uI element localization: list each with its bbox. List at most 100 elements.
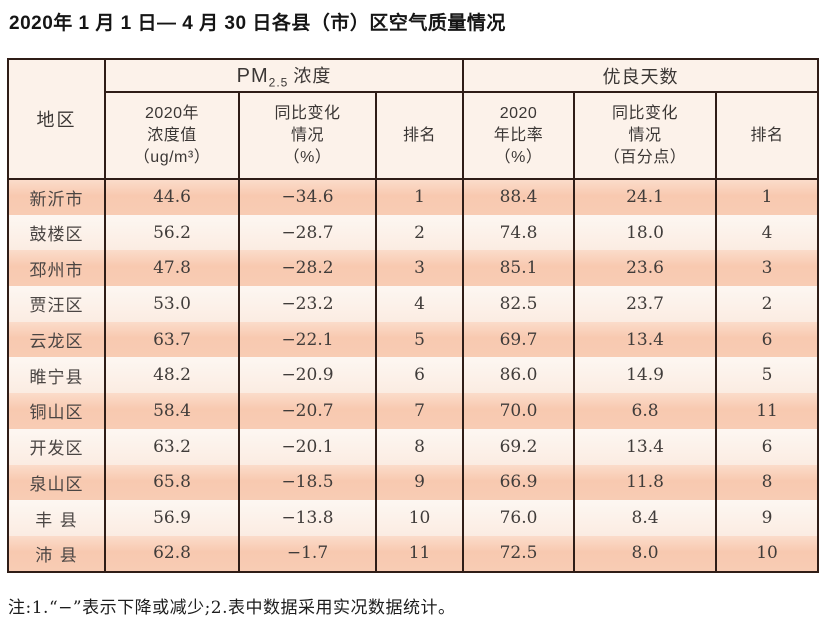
cell-good-ratio: 70.0 (462, 393, 576, 429)
cell-good-change: 24.1 (573, 179, 718, 215)
table-row: 睢宁县 48.2 −20.9 6 86.0 14.9 5 (7, 357, 820, 394)
table-row: 新沂市 44.6 −34.6 1 88.4 24.1 1 (7, 179, 820, 215)
table-row: 贾汪区 53.0 −23.2 4 82.5 23.7 2 (7, 286, 820, 322)
cell-good-rank: 1 (715, 179, 820, 215)
cell-pm-rank: 3 (374, 250, 465, 287)
cell-good-ratio: 66.9 (462, 464, 576, 501)
cell-pm-change: −20.7 (238, 393, 377, 429)
table-row: 泉山区 65.8 −18.5 9 66.9 11.8 8 (7, 464, 820, 501)
cell-good-ratio: 82.5 (462, 286, 576, 322)
cell-good-rank: 8 (715, 464, 820, 501)
cell-good-change: 18.0 (573, 214, 718, 251)
cell-good-change: 13.4 (573, 428, 718, 465)
cell-pm-value: 56.9 (104, 500, 240, 536)
cell-pm-value: 48.2 (104, 357, 240, 394)
cell-pm-change: −22.1 (238, 321, 377, 358)
cell-good-ratio: 69.7 (462, 321, 576, 358)
cell-pm-value: 65.8 (104, 464, 240, 501)
cell-good-change: 14.9 (573, 357, 718, 394)
cell-pm-value: 62.8 (104, 535, 240, 572)
table-row: 邳州市 47.8 −28.2 3 85.1 23.6 3 (7, 250, 820, 287)
cell-good-rank: 11 (715, 393, 820, 429)
cell-pm-value: 47.8 (104, 250, 240, 287)
cell-pm-value: 58.4 (104, 393, 240, 429)
cell-good-rank: 4 (715, 214, 820, 251)
cell-region: 睢宁县 (7, 357, 106, 394)
cell-good-change: 6.8 (573, 393, 718, 429)
cell-pm-change: −18.5 (238, 464, 377, 501)
cell-pm-rank: 1 (374, 179, 465, 215)
header-good-rank: 排名 (715, 92, 820, 180)
header-group-row: 地区 PM2.5 浓度 优良天数 (7, 59, 820, 180)
cell-region: 贾汪区 (7, 286, 106, 322)
cell-pm-change: −13.8 (238, 500, 377, 536)
pm25-suffix: 浓度 (293, 65, 332, 86)
cell-good-rank: 5 (715, 357, 820, 394)
cell-good-ratio: 88.4 (462, 179, 576, 215)
cell-pm-change: −23.2 (238, 286, 377, 322)
cell-region: 云龙区 (7, 321, 106, 358)
table-row: 云龙区 63.7 −22.1 5 69.7 13.4 6 (7, 321, 820, 358)
cell-good-change: 8.0 (573, 535, 718, 572)
cell-pm-change: −34.6 (238, 179, 377, 215)
cell-good-rank: 6 (715, 321, 820, 358)
cell-region: 丰 县 (7, 500, 106, 536)
air-quality-table: 地区 PM2.5 浓度 优良天数 2020年 浓度值 （ug/m³） (7, 58, 820, 573)
pm25-subscript: 2.5 (268, 75, 289, 90)
cell-pm-rank: 4 (374, 286, 465, 322)
cell-region: 泉山区 (7, 464, 106, 501)
cell-region: 开发区 (7, 428, 106, 465)
cell-good-change: 11.8 (573, 464, 718, 501)
cell-pm-rank: 7 (374, 393, 465, 429)
header-good-ratio: 2020 年比率 （%） (462, 92, 576, 180)
cell-pm-change: −20.9 (238, 357, 377, 394)
cell-good-ratio: 86.0 (462, 357, 576, 394)
cell-pm-change: −28.2 (238, 250, 377, 287)
header-sub-row: 2020年 浓度值 （ug/m³） 同比变化 情况 （%） 排名 2020 年比… (8, 92, 820, 180)
cell-pm-value: 56.2 (104, 214, 240, 251)
cell-good-rank: 10 (715, 535, 820, 572)
cell-pm-change: −1.7 (238, 535, 377, 572)
cell-pm-rank: 10 (374, 500, 465, 536)
cell-good-ratio: 72.5 (462, 535, 576, 572)
cell-good-rank: 2 (715, 286, 820, 322)
header-region-label: 地区 (36, 110, 77, 130)
cell-pm-rank: 9 (374, 464, 465, 501)
table-row: 鼓楼区 56.2 −28.7 2 74.8 18.0 4 (7, 214, 820, 251)
cell-pm-rank: 6 (374, 357, 465, 394)
cell-region: 沛 县 (7, 535, 106, 572)
cell-good-rank: 9 (715, 500, 820, 536)
cell-pm-rank: 11 (374, 535, 465, 572)
good-days-label: 优良天数 (602, 66, 679, 87)
cell-pm-change: −28.7 (238, 214, 377, 251)
cell-pm-value: 63.2 (104, 428, 240, 465)
header-pm-rank: 排名 (374, 92, 465, 180)
cell-good-change: 13.4 (573, 321, 718, 358)
cell-region: 铜山区 (7, 393, 106, 429)
pm25-prefix: PM (236, 64, 269, 87)
table-row: 丰 县 56.9 −13.8 10 76.0 8.4 9 (7, 500, 820, 536)
cell-region: 邳州市 (7, 250, 106, 287)
footnote: 注:1.“−”表示下降或减少;2.表中数据采用实况数据统计。 (8, 597, 456, 618)
cell-pm-rank: 2 (374, 214, 465, 251)
cell-region: 鼓楼区 (7, 214, 106, 251)
table-row: 沛 县 62.8 −1.7 11 72.5 8.0 10 (7, 535, 820, 572)
cell-region: 新沂市 (7, 179, 106, 215)
cell-good-change: 8.4 (573, 500, 718, 536)
cell-good-ratio: 85.1 (462, 250, 576, 287)
table-title: 2020年 1 月 1 日— 4 月 30 日各县（市）区空气质量情况 (9, 13, 506, 34)
cell-good-rank: 3 (715, 250, 820, 287)
cell-pm-value: 63.7 (104, 321, 240, 358)
cell-good-ratio: 69.2 (462, 428, 576, 465)
cell-good-change: 23.7 (573, 286, 718, 322)
table-row: 开发区 63.2 −20.1 8 69.2 13.4 6 (7, 428, 820, 465)
header-pm-value: 2020年 浓度值 （ug/m³） (104, 92, 240, 180)
header-pm-change: 同比变化 情况 （%） (238, 92, 377, 180)
cell-pm-change: −20.1 (238, 428, 377, 465)
header-good-change: 同比变化 情况 （百分点） (573, 92, 718, 180)
cell-good-ratio: 76.0 (462, 500, 576, 536)
cell-pm-rank: 5 (374, 321, 465, 358)
header-pm25-group: PM2.5 浓度 (103, 59, 465, 93)
header-good-days-group: 优良天数 (462, 59, 820, 93)
